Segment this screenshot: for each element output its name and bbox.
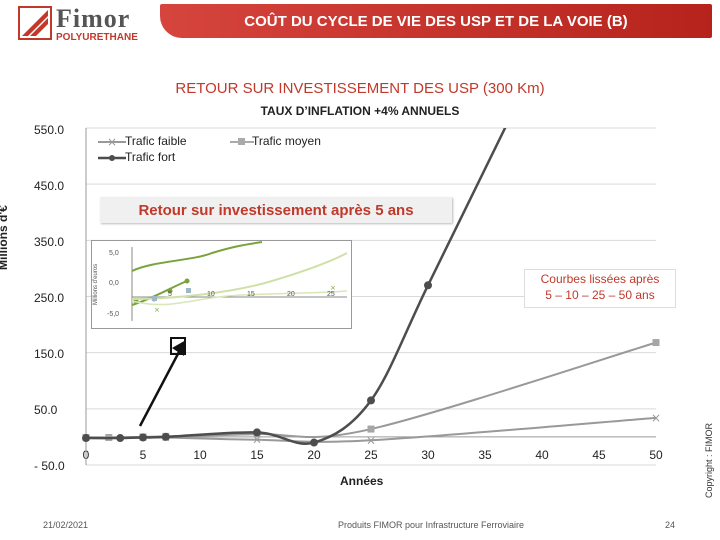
smoothed-curves-line-2: 5 – 10 – 25 – 50 ans bbox=[545, 288, 655, 302]
y-tick-label: 450.0 bbox=[34, 179, 65, 193]
data-point-trafic-fort bbox=[253, 428, 261, 437]
logo-sub: POLYURETHANE bbox=[56, 32, 138, 43]
fimor-logo-icon bbox=[18, 6, 52, 40]
footer-page-number: 24 bbox=[665, 520, 676, 530]
x-tick-label: 35 bbox=[478, 448, 492, 462]
inset-x-tick: 5 bbox=[168, 291, 172, 298]
legend-label-trafic-faible: Trafic faible bbox=[125, 134, 187, 148]
data-point-trafic-fort bbox=[367, 396, 375, 405]
inset-x-tick: 20 bbox=[287, 291, 295, 298]
data-point-trafic-faible: × bbox=[366, 433, 376, 447]
roi-annotation: Retour sur investissement après 5 ans bbox=[100, 197, 452, 223]
inset-x-tick: 25 bbox=[327, 291, 335, 298]
roi-annotation-text: Retour sur investissement après 5 ans bbox=[138, 201, 414, 219]
header-title-bar: COÛT DU CYCLE DE VIE DES USP ET DE LA VO… bbox=[160, 4, 712, 38]
x-tick-label: 5 bbox=[139, 448, 147, 462]
logo-word: Fimor bbox=[56, 4, 131, 33]
y-tick-label: 150.0 bbox=[34, 347, 65, 361]
inset-plot: × × bbox=[92, 241, 351, 328]
chart-subtitle: TAUX D’INFLATION +4% ANNUELS bbox=[260, 104, 460, 118]
data-point-trafic-fort bbox=[139, 433, 147, 442]
data-point-trafic-faible: × bbox=[252, 433, 262, 447]
y-tick-label: 250.0 bbox=[34, 291, 65, 305]
fimor-logo: Fimor POLYURETHANE bbox=[18, 4, 158, 43]
svg-text:×: × bbox=[330, 284, 336, 292]
header-title: COÛT DU CYCLE DE VIE DES USP ET DE LA VO… bbox=[244, 12, 628, 30]
inset-x-tick: 15 bbox=[247, 291, 255, 298]
x-tick-label: 50 bbox=[649, 448, 663, 462]
legend-marker-circle bbox=[109, 155, 115, 161]
data-point-trafic-moyen bbox=[652, 339, 660, 347]
data-point-trafic-fort bbox=[116, 434, 125, 443]
data-point-trafic-faible: × bbox=[651, 411, 661, 425]
data-point-trafic-moyen bbox=[367, 425, 375, 433]
data-point-trafic-fort bbox=[82, 434, 90, 443]
y-tick-label: - 50.0 bbox=[34, 459, 65, 473]
x-tick-label: 25 bbox=[364, 448, 378, 462]
footer-date: 21/02/2021 bbox=[43, 520, 89, 530]
smoothed-curves-line-1: Courbes lissées après bbox=[540, 272, 660, 286]
data-point-trafic-fort bbox=[161, 432, 170, 441]
smoothed-curves-note: Courbes lissées après 5 – 10 – 25 – 50 a… bbox=[524, 269, 676, 308]
inset-x-tick: 10 bbox=[207, 291, 215, 298]
legend-swatch-trafic-moyen bbox=[230, 138, 254, 145]
inset-y-tick: 0,0 bbox=[109, 280, 119, 287]
data-point-trafic-fort bbox=[424, 281, 432, 290]
x-tick-label: 10 bbox=[193, 448, 207, 462]
x-axis-label: Années bbox=[340, 474, 384, 488]
x-tick-label: 40 bbox=[535, 448, 549, 462]
x-tick-label: 30 bbox=[421, 448, 435, 462]
legend-marker-x: × bbox=[107, 135, 117, 149]
footer-product: Produits FIMOR pour Infrastructure Ferro… bbox=[338, 520, 525, 530]
x-tick-label: 15 bbox=[250, 448, 264, 462]
inset-y-tick: 5,0 bbox=[109, 250, 119, 257]
chart-title: RETOUR SUR INVESTISSEMENT DES USP (300 K… bbox=[175, 80, 545, 97]
inset-y-label: Millions d'euros bbox=[93, 263, 99, 305]
x-tick-label: 45 bbox=[592, 448, 606, 462]
legend-item-trafic-moyen: Trafic moyen bbox=[228, 134, 348, 150]
svg-text:×: × bbox=[154, 306, 160, 314]
legend-label-trafic-fort: Trafic fort bbox=[125, 150, 176, 164]
legend-label-trafic-moyen: Trafic moyen bbox=[252, 134, 321, 148]
data-point-trafic-fort bbox=[310, 438, 318, 447]
series-line-trafic-moyen bbox=[86, 341, 656, 439]
legend: × Trafic faible Trafic fort bbox=[92, 134, 222, 166]
x-tick-label: 20 bbox=[307, 448, 321, 462]
y-tick-label: 350.0 bbox=[34, 235, 65, 249]
y-tick-label: 50.0 bbox=[34, 403, 58, 417]
copyright: Copyright : FIMOR bbox=[704, 422, 714, 498]
y-tick-label: 550.0 bbox=[34, 123, 65, 137]
legend-swatches: × bbox=[98, 135, 126, 161]
inset-zoom-chart: × × Millions d'euros 5,0 0,0 -5,0 5 10 1… bbox=[91, 240, 352, 329]
inset-y-tick: -5,0 bbox=[107, 311, 120, 318]
